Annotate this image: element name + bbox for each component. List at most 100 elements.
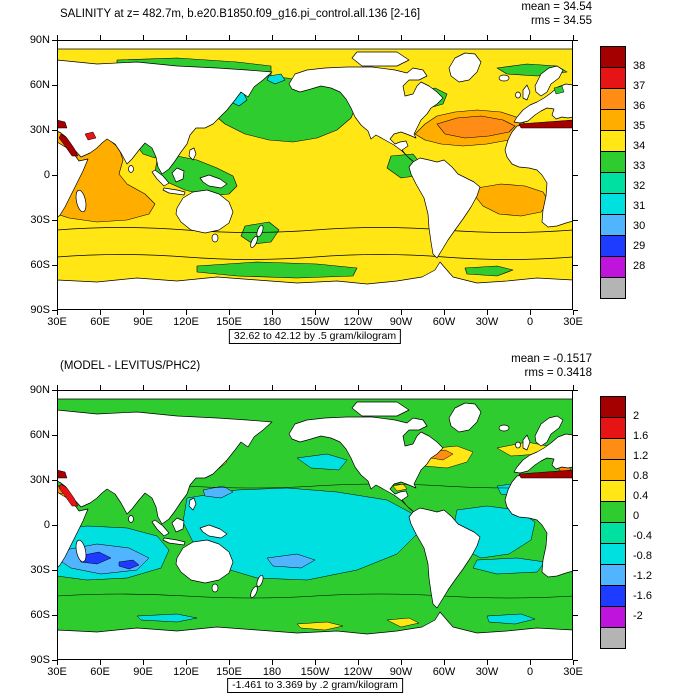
colorbar-label: 29 — [633, 240, 646, 252]
y-tick-label: 60S — [30, 259, 50, 271]
y-tick-mark — [52, 525, 57, 526]
colorbar-box — [601, 47, 625, 68]
y-tick-label: 30S — [30, 564, 50, 576]
x-tick-mark — [57, 35, 58, 40]
x-tick-mark — [100, 310, 101, 315]
colorbar-box — [601, 257, 625, 278]
colorbar-box — [601, 439, 625, 460]
y-tick-mark — [52, 220, 57, 221]
x-tick-mark — [229, 35, 230, 40]
y-tick-mark — [573, 570, 578, 571]
colorbar-box — [601, 173, 625, 194]
colorbar-box — [601, 194, 625, 215]
colorbar-label: -1.6 — [633, 590, 652, 602]
x-tick-label: 150E — [216, 316, 242, 328]
colorbar-label: 1.6 — [633, 430, 649, 442]
x-tick-mark — [229, 310, 230, 315]
x-tick-mark — [57, 310, 58, 315]
x-tick-label: 120W — [343, 666, 373, 678]
y-tick-label: 30S — [30, 214, 50, 226]
panel2-title: (MODEL - LEVITUS/PHC2) — [60, 360, 201, 372]
y-tick-mark — [52, 85, 57, 86]
contour-regions — [56, 441, 572, 631]
x-tick-mark — [272, 385, 273, 390]
panel1-rms: rms = 34.55 — [530, 15, 592, 27]
x-tick-label: 120W — [343, 316, 373, 328]
colorbar-label: 0.4 — [633, 490, 649, 502]
x-tick-label: 60W — [432, 316, 456, 328]
x-tick-mark — [315, 310, 316, 315]
y-tick-mark — [52, 480, 57, 481]
y-tick-mark — [573, 435, 578, 436]
x-tick-mark — [444, 310, 445, 315]
x-tick-label: 120E — [173, 316, 199, 328]
colorbar-label: 0.8 — [633, 470, 649, 482]
colorbar-label: 31 — [633, 200, 646, 212]
y-tick-label: 90N — [29, 384, 50, 396]
colorbar-box — [601, 131, 625, 152]
x-tick-mark — [100, 385, 101, 390]
colorbar-box — [601, 565, 625, 586]
x-tick-mark — [358, 385, 359, 390]
colorbar-label: 0 — [633, 510, 640, 522]
panel2-stats: mean = -0.1517 rms = 0.3418 — [418, 352, 592, 380]
y-tick-mark — [52, 570, 57, 571]
x-tick-mark — [143, 310, 144, 315]
colorbar-label: -1.2 — [633, 570, 652, 582]
salinity-map-svg — [56, 39, 574, 311]
colorbar-box — [601, 215, 625, 236]
y-tick-mark — [52, 130, 57, 131]
x-tick-mark — [186, 385, 187, 390]
x-tick-label: 150W — [300, 316, 330, 328]
panel2-rms: rms = 0.3418 — [524, 367, 592, 379]
marginal-seas — [56, 469, 574, 507]
colorbar-label: -0.4 — [633, 530, 652, 542]
x-tick-label: 30E — [563, 666, 583, 678]
colorbar-label: 37 — [633, 80, 646, 92]
colorbar-box — [601, 152, 625, 173]
colorbar-box — [601, 460, 625, 481]
salinity-map — [56, 39, 574, 315]
colorbar-box — [601, 68, 625, 89]
x-tick-mark — [487, 385, 488, 390]
y-tick-label: 60N — [29, 79, 50, 91]
x-tick-label: 90E — [133, 316, 153, 328]
y-tick-label: 30N — [29, 124, 50, 136]
colorbar-box — [601, 110, 625, 131]
x-tick-mark — [573, 310, 574, 315]
colorbar-label: 34 — [633, 140, 646, 152]
x-tick-label: 0 — [526, 666, 534, 678]
map-frame — [57, 40, 573, 310]
x-tick-mark — [444, 385, 445, 390]
x-tick-mark — [573, 385, 574, 390]
panel1-title: SALINITY at z= 482.7m, b.e20.B1850.f09_g… — [60, 8, 421, 20]
colorbar-label: 1.2 — [633, 450, 649, 462]
x-tick-label: 90E — [133, 666, 153, 678]
x-tick-label: 120E — [173, 666, 199, 678]
colorbar-box — [601, 418, 625, 439]
colorbar-box — [601, 586, 625, 607]
y-tick-mark — [573, 615, 578, 616]
x-tick-label: 30W — [475, 666, 499, 678]
colorbar-box — [601, 502, 625, 523]
x-tick-mark — [186, 35, 187, 40]
x-tick-label: 90W — [389, 316, 413, 328]
y-tick-label: 30N — [29, 474, 50, 486]
x-tick-mark — [573, 660, 574, 665]
x-tick-label: 150W — [300, 666, 330, 678]
x-tick-mark — [401, 660, 402, 665]
x-tick-label: 180 — [262, 666, 282, 678]
x-tick-label: 90W — [389, 666, 413, 678]
colorbar-label: -0.8 — [633, 550, 652, 562]
colorbar-label: 33 — [633, 160, 646, 172]
colorbar-box — [601, 278, 625, 298]
colorbar-box — [601, 481, 625, 502]
x-tick-mark — [358, 660, 359, 665]
x-tick-mark — [487, 35, 488, 40]
colorbar-label: -2 — [633, 610, 643, 622]
panel2-mean: mean = -0.1517 — [511, 353, 592, 365]
x-tick-mark — [57, 385, 58, 390]
x-tick-label: 30W — [475, 316, 499, 328]
x-tick-mark — [229, 385, 230, 390]
